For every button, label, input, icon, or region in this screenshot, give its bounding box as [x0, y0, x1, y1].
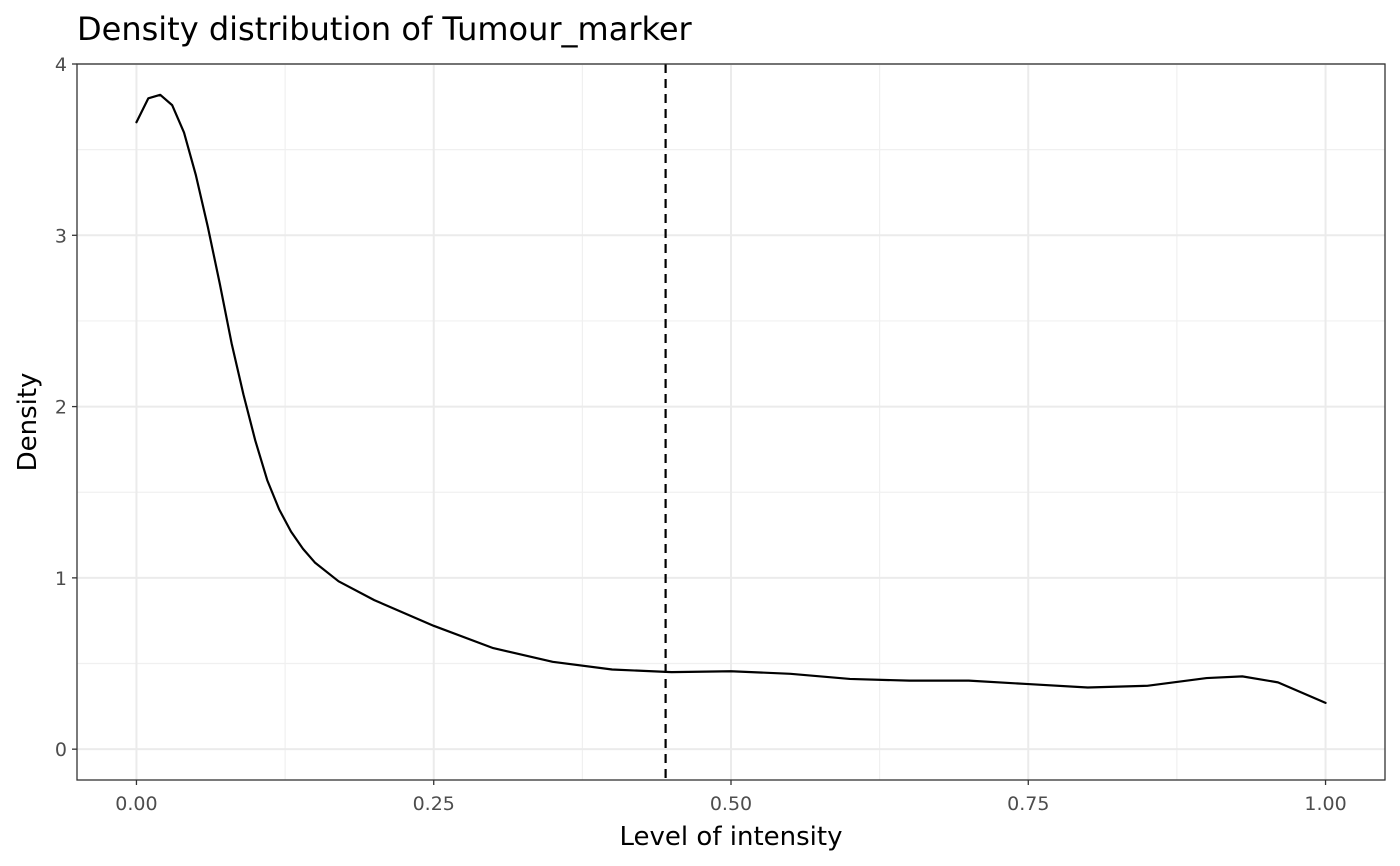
- y-tick-label: 0: [55, 739, 67, 761]
- x-tick-label: 0.75: [1007, 793, 1049, 815]
- x-tick-label: 1.00: [1304, 793, 1346, 815]
- x-axis-title: Level of intensity: [620, 822, 843, 852]
- y-tick-label: 2: [55, 397, 67, 419]
- x-tick-label: 0.50: [710, 793, 752, 815]
- data-layer: [135, 64, 1327, 780]
- chart-title: Density distribution of Tumour_marker: [77, 10, 693, 48]
- axes: 0.00 0.25 0.50 0.75 1.00 0 1 2 3 4: [55, 54, 1347, 815]
- x-tick-label: 0.25: [413, 793, 455, 815]
- y-tick-label: 1: [55, 568, 67, 590]
- density-curve: [135, 93, 1327, 705]
- y-tick-label: 3: [55, 225, 67, 247]
- y-axis-title: Density: [13, 373, 43, 472]
- x-tick-label: 0.00: [115, 793, 157, 815]
- y-tick-label: 4: [55, 54, 67, 76]
- gridlines: [77, 63, 1385, 780]
